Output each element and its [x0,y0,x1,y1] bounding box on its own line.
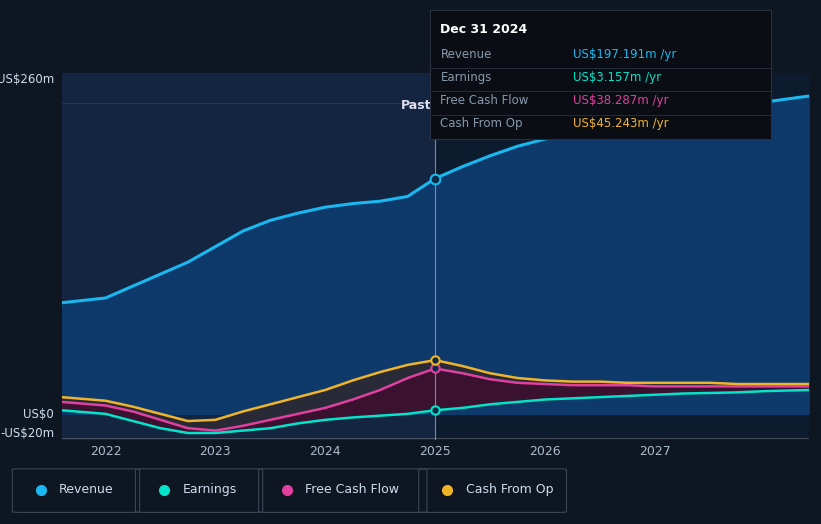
Text: Analysts Forecasts: Analysts Forecasts [439,99,555,112]
Text: Revenue: Revenue [59,484,114,496]
Text: -US$20m: -US$20m [0,427,54,440]
Text: Cash From Op: Cash From Op [440,117,523,130]
Text: Free Cash Flow: Free Cash Flow [440,94,529,107]
Text: Revenue: Revenue [440,48,492,61]
Bar [62,73,435,440]
Text: US$45.243m /yr: US$45.243m /yr [573,117,669,130]
Text: Earnings: Earnings [182,484,236,496]
Text: US$38.287m /yr: US$38.287m /yr [573,94,669,107]
Text: Free Cash Flow: Free Cash Flow [305,484,399,496]
Text: Earnings: Earnings [440,71,492,84]
Bar [435,73,809,440]
Text: US$0: US$0 [23,408,54,421]
Text: US$260m: US$260m [0,73,54,86]
Text: Dec 31 2024: Dec 31 2024 [440,23,528,36]
Text: US$197.191m /yr: US$197.191m /yr [573,48,677,61]
Text: Past: Past [401,99,431,112]
Text: Cash From Op: Cash From Op [466,484,553,496]
Text: US$3.157m /yr: US$3.157m /yr [573,71,662,84]
